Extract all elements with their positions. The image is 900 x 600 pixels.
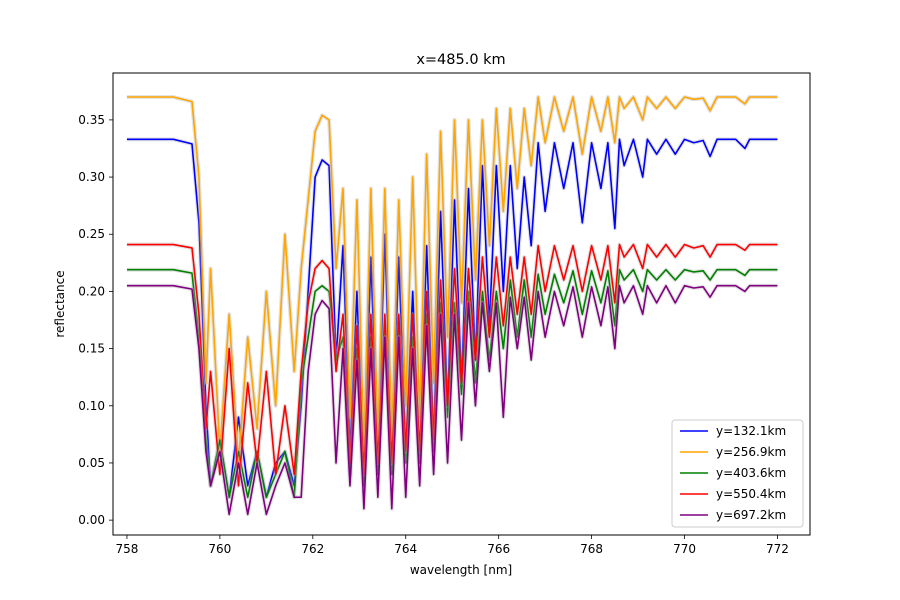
series-layer — [126, 95, 778, 517]
legend-box — [671, 419, 804, 528]
series-line-3 — [126, 268, 778, 499]
x-axis: 758 760 762 764 766 768 770 772 — [115, 535, 789, 556]
series-line-5 — [126, 284, 778, 516]
y-tick-label: 0.35 — [78, 113, 105, 127]
y-tick-label: 0.25 — [78, 227, 105, 241]
x-tick-label: 758 — [115, 542, 138, 556]
x-tick-label: 766 — [487, 542, 510, 556]
y-tick-label: 0.05 — [78, 456, 105, 470]
x-tick-label: 770 — [673, 542, 696, 556]
x-axis-label: wavelength [nm] — [410, 563, 512, 577]
y-tick-label: 0.30 — [78, 170, 105, 184]
x-tick-label: 768 — [580, 542, 603, 556]
y-axis-label: reflectance — [53, 270, 67, 337]
legend-label-5: y=697.2km — [716, 508, 786, 522]
x-tick-label: 764 — [394, 542, 417, 556]
plot-frame — [112, 72, 811, 536]
series-line-2 — [126, 96, 778, 464]
legend-label-1: y=132.1km — [716, 424, 786, 438]
series-line-4 — [126, 243, 778, 487]
x-tick-label: 760 — [208, 542, 231, 556]
y-tick-label: 0.15 — [78, 342, 105, 356]
legend: y=132.1km y=256.9km y=403.6km y=550.4km y=69… — [671, 419, 804, 528]
x-tick-label: 762 — [301, 542, 324, 556]
x-tick-label: 772 — [766, 542, 789, 556]
legend-label-3: y=403.6km — [716, 466, 786, 480]
y-tick-label: 0.20 — [78, 284, 105, 298]
y-tick-label: 0.00 — [78, 513, 105, 527]
legend-label-2: y=256.9km — [716, 445, 786, 459]
y-tick-label: 0.10 — [78, 399, 105, 413]
chart-title: x=485.0 km — [416, 52, 505, 68]
y-axis: 0.00 0.05 0.10 0.15 0.20 0.25 0.30 0.35 — [78, 113, 113, 527]
legend-label-4: y=550.4km — [716, 487, 786, 501]
